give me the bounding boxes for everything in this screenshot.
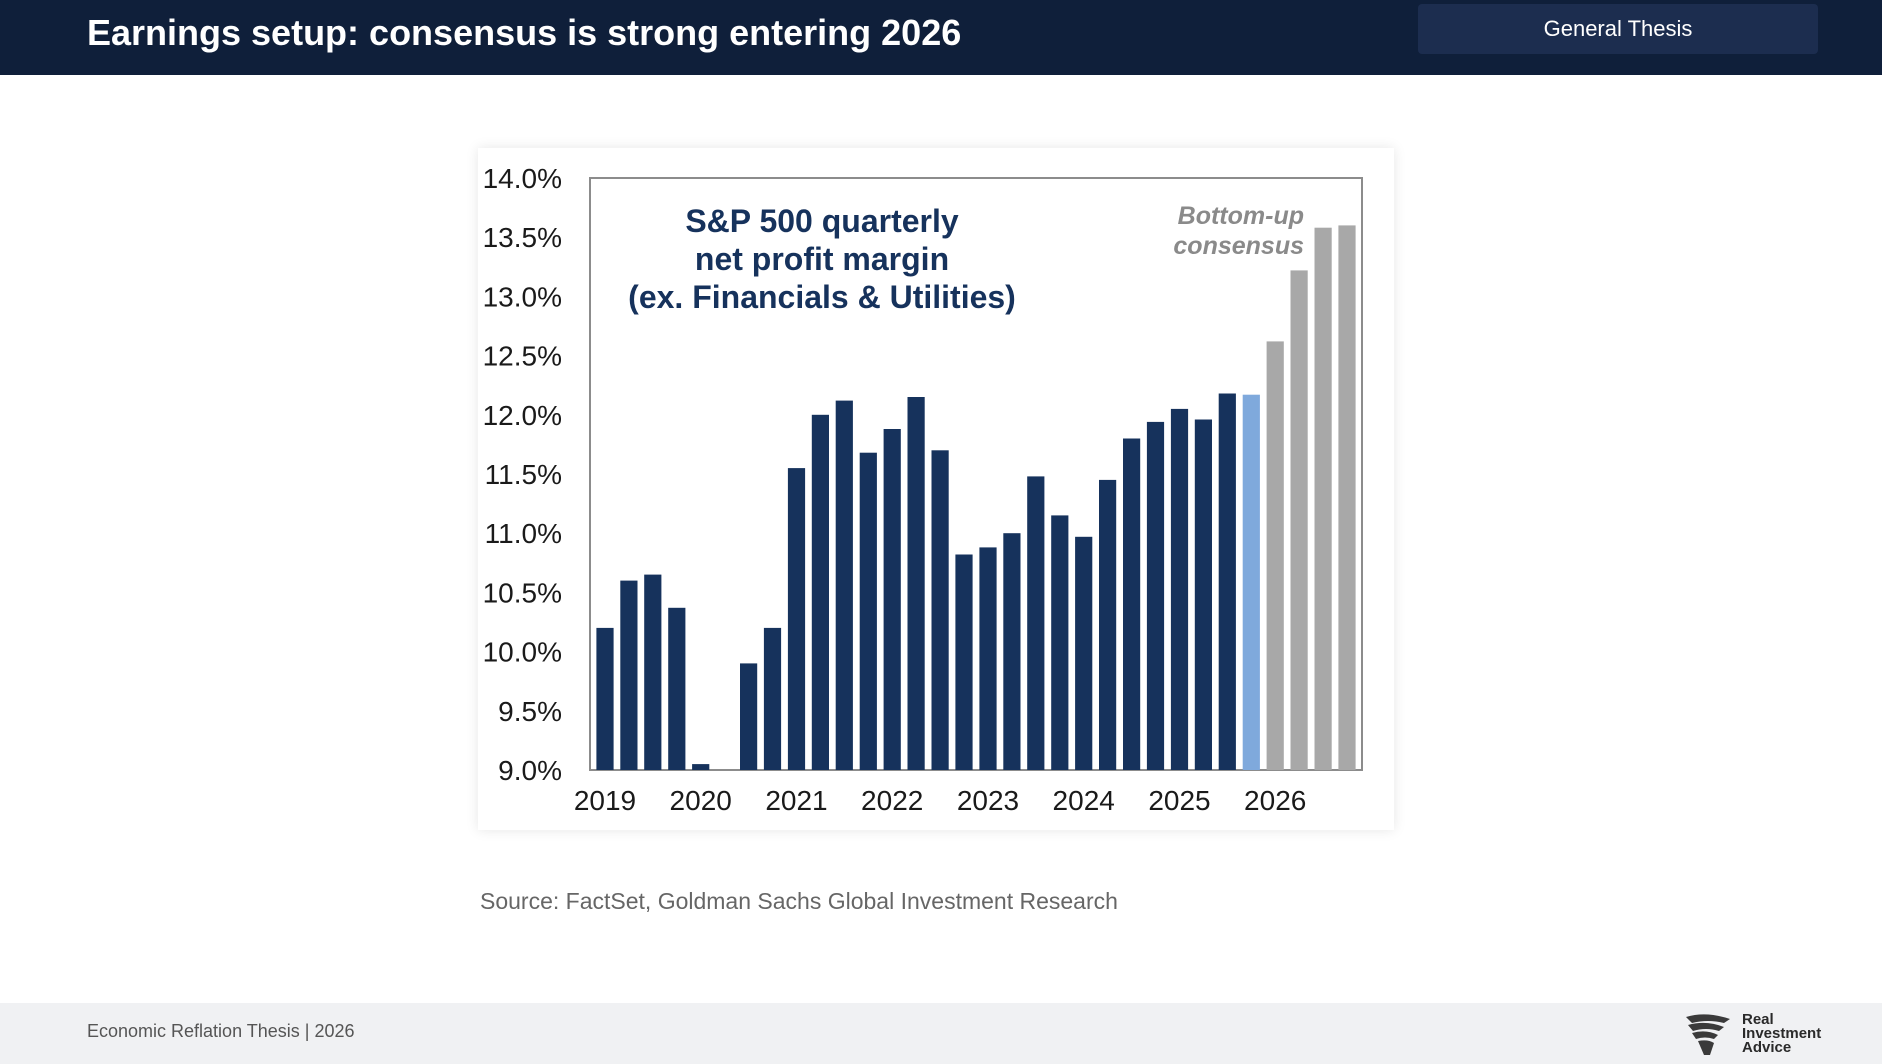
logo-line: Real — [1742, 1011, 1774, 1028]
x-tick-label: 2025 — [1148, 785, 1210, 816]
annotation-line: Bottom-up — [1178, 202, 1304, 230]
chart-title-line: S&P 500 quarterly — [685, 203, 959, 239]
bar-actual — [1027, 476, 1045, 770]
footer-text: Economic Reflation Thesis | 2026 — [87, 1021, 355, 1041]
bar-actual — [787, 468, 806, 770]
section-tag: General Thesis — [1418, 4, 1818, 54]
x-tick-label: 2021 — [765, 785, 827, 816]
bar-consensus — [1314, 227, 1332, 770]
bar-actual — [644, 574, 662, 770]
bar-actual — [883, 429, 901, 770]
y-tick-label: 13.0% — [483, 281, 562, 312]
bar-actual — [835, 400, 853, 770]
bar-consensus — [1266, 341, 1284, 770]
bar-consensus — [1290, 270, 1308, 770]
bar-actual — [1051, 515, 1069, 770]
x-tick-label: 2020 — [670, 785, 732, 816]
chart-title-line: (ex. Financials & Utilities) — [628, 279, 1016, 315]
bar-actual — [1218, 393, 1236, 770]
bar-actual — [1003, 533, 1021, 770]
footer-bar: Economic Reflation Thesis | 2026 Real In… — [0, 1003, 1882, 1064]
bar-actual — [859, 452, 877, 770]
x-tick-label: 2022 — [861, 785, 923, 816]
x-tick-label: 2026 — [1244, 785, 1306, 816]
bar-actual — [1194, 419, 1212, 770]
y-tick-label: 11.0% — [485, 518, 562, 549]
y-tick-label: 10.0% — [483, 637, 562, 668]
bar-actual — [907, 397, 925, 770]
eagle-logo-icon — [1686, 1014, 1730, 1055]
y-tick-label: 13.5% — [483, 222, 562, 253]
bar-actual — [1123, 438, 1141, 770]
annotation-line: consensus — [1173, 232, 1304, 260]
chart-card: 14.0% 13.5% 13.0% 12.5% 12.0% 11.5% 11.0% 10.5%… — [478, 148, 1394, 830]
bar-actual — [668, 607, 686, 770]
bar-actual — [1170, 408, 1189, 770]
y-tick-label: 11.5% — [485, 459, 562, 490]
x-tick-label: 2019 — [574, 785, 636, 816]
bar-actual — [931, 450, 949, 770]
y-tick-label: 10.5% — [483, 577, 562, 608]
bar-actual — [1075, 536, 1093, 770]
y-tick-label: 9.5% — [498, 696, 562, 727]
source-note: Source: FactSet, Goldman Sachs Global In… — [480, 888, 1118, 914]
bar-actual — [811, 414, 829, 770]
company-logo: Real Investment Advice — [1684, 1009, 1844, 1061]
y-tick-label: 12.5% — [483, 341, 562, 372]
x-tick-label: 2024 — [1053, 785, 1115, 816]
bar-actual — [955, 554, 973, 770]
bar-actual — [763, 627, 782, 770]
y-tick-label: 14.0% — [483, 163, 562, 194]
x-tick-label: 2023 — [957, 785, 1019, 816]
page-title: Earnings setup: consensus is strong ente… — [87, 12, 962, 53]
header-bar: Earnings setup: consensus is strong ente… — [0, 0, 1882, 75]
bar-latest — [1242, 394, 1260, 770]
logo-line: Advice — [1742, 1039, 1792, 1056]
bar-actual — [620, 580, 638, 770]
bar-actual — [596, 627, 614, 770]
bar-actual — [692, 764, 710, 770]
bar-actual — [979, 547, 997, 770]
logo-line: Investment — [1742, 1025, 1822, 1042]
profit-margin-chart: 14.0% 13.5% 13.0% 12.5% 12.0% 11.5% 11.0% 10.5%… — [483, 163, 1363, 816]
bar-actual — [740, 663, 758, 770]
logo-text: Real Investment Advice — [1742, 1011, 1822, 1056]
bar-consensus — [1338, 225, 1356, 770]
bar-actual — [1146, 421, 1165, 770]
bar-actual — [1099, 479, 1117, 770]
chart-title-line: net profit margin — [695, 241, 949, 277]
y-tick-label: 12.0% — [483, 400, 562, 431]
y-tick-label: 9.0% — [498, 755, 562, 786]
